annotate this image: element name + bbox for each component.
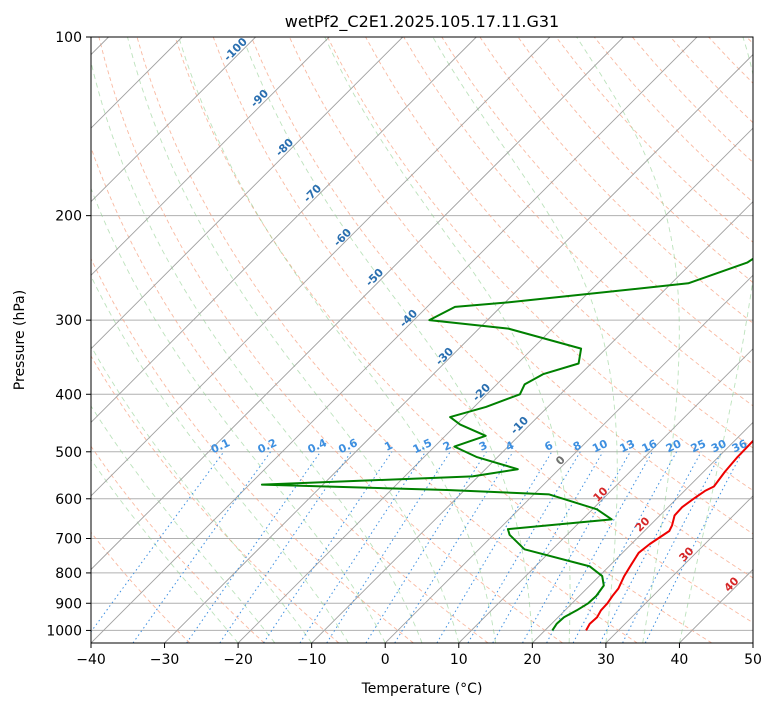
profiles (260, 257, 753, 631)
mixing-ratio-line (572, 451, 678, 643)
moist-adiabat (91, 458, 239, 643)
mixing-ratio-label: 25 (689, 437, 708, 455)
mixing-ratio-label: 20 (664, 437, 684, 455)
isotherm-line (532, 421, 753, 643)
dry-adiabat (212, 37, 753, 624)
temperature-profile (585, 439, 753, 631)
x-tick-label: −40 (76, 652, 106, 668)
mixing-ratio-line (326, 451, 451, 643)
y-tick-label: 700 (55, 532, 82, 548)
mixing-ratio-label: 13 (618, 437, 637, 455)
moist-adiabat (178, 37, 497, 643)
isotherm-line (458, 348, 753, 643)
isotherm-line (91, 37, 551, 497)
x-axis-label: Temperature (°C) (361, 681, 483, 697)
mixing-ratio-line (263, 451, 393, 643)
isotherm-line (164, 53, 753, 643)
isotherm-line (91, 37, 330, 276)
isotherm-line (91, 37, 404, 350)
isotherm-line (91, 37, 698, 643)
mixing-ratio-line (186, 451, 321, 643)
x-tick-label: 0 (381, 652, 390, 668)
mixing-ratio-line (299, 451, 426, 643)
dry-adiabat (174, 37, 713, 643)
moist-adiabat (576, 37, 680, 643)
x-tick-label: 50 (744, 652, 762, 668)
dry-adiabat (441, 37, 753, 365)
isotherm-line (311, 201, 753, 643)
moist-adiabat (91, 187, 386, 643)
chart-title: wetPf2_C2E1.2025.105.17.11.G31 (285, 12, 559, 32)
mixing-ratio-line (394, 451, 514, 643)
isotherm-line (384, 274, 753, 643)
isotherm-line (605, 495, 753, 643)
x-tick-label: −30 (150, 652, 180, 668)
dry-adiabat (136, 37, 638, 643)
mixing-ratio-label: 16 (640, 437, 660, 455)
mixing-ratio-label: 30 (709, 437, 729, 455)
dry-adiabat (517, 37, 753, 284)
x-axis: −40 −30 −20 −10 0 10 20 30 40 50 (76, 643, 762, 668)
y-axis: 100 200 300 400 500 600 700 800 900 1000 (46, 30, 91, 639)
y-axis-label: Pressure (hPa) (12, 290, 28, 390)
mixing-ratio-line (599, 451, 702, 643)
x-tick-label: 20 (523, 652, 541, 668)
moist-adiabat (432, 37, 618, 643)
mixing-ratio-line (219, 451, 352, 643)
mixing-ratio-label: 10 (590, 437, 610, 455)
moist-adiabat (91, 275, 349, 643)
moist-adiabat (324, 37, 571, 643)
y-tick-label: 400 (55, 387, 82, 403)
y-tick-label: 1000 (46, 623, 82, 639)
mixing-ratio-line (365, 451, 487, 643)
isotherm-line (91, 37, 477, 423)
y-tick-label: 500 (55, 445, 82, 461)
dry-adiabat (327, 37, 753, 492)
mixing-ratio-line (436, 451, 553, 643)
moist-adiabat (91, 60, 423, 643)
y-tick-label: 900 (55, 596, 82, 612)
moist-adiabat (91, 345, 313, 643)
moist-adiabat (242, 37, 533, 643)
x-tick-label: −20 (223, 652, 253, 668)
y-tick-label: 100 (55, 30, 82, 46)
plot-frame (90, 36, 754, 644)
dry-adiabat (403, 37, 753, 407)
dry-adiabat (479, 37, 753, 324)
x-tick-label: 30 (597, 652, 615, 668)
isotherm-line (237, 127, 753, 643)
dry-adiabat (91, 531, 191, 643)
x-tick-label: 40 (671, 652, 689, 668)
y-tick-label: 800 (55, 566, 82, 582)
x-tick-label: 10 (450, 652, 468, 668)
x-tick-label: −10 (297, 652, 327, 668)
moist-adiabat (91, 405, 276, 643)
isotherm-line (91, 37, 624, 571)
dry-adiabat (365, 37, 753, 449)
isotherm-line (91, 37, 256, 203)
y-tick-label: 600 (55, 492, 82, 508)
y-tick-label: 300 (55, 313, 82, 329)
y-tick-label: 200 (55, 209, 82, 225)
dry-adiabat (91, 445, 265, 643)
dry-adiabat (91, 257, 414, 643)
dewpoint-profile (260, 257, 753, 631)
